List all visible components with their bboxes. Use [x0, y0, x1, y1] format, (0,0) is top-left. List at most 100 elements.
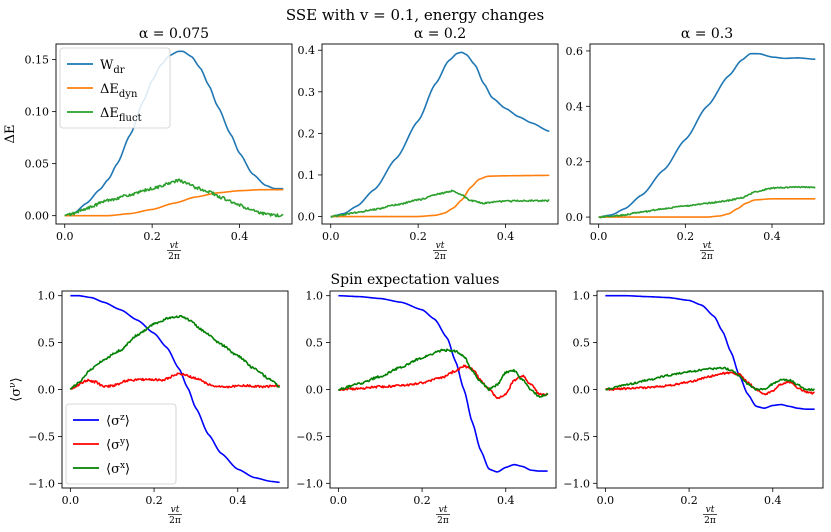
- x-label-denominator: 2π: [169, 516, 181, 526]
- legend-label: ⟨σy⟩: [106, 437, 130, 453]
- x-tick-label: 0.4: [497, 494, 515, 507]
- x-tick-label: 0.2: [409, 230, 427, 243]
- plot-area: [337, 294, 549, 473]
- x-tick-label: 0.4: [764, 494, 782, 507]
- y-tick-label: 0.0: [38, 384, 56, 397]
- y-tick-label: 0.0: [566, 211, 584, 224]
- series-line-sz: [605, 294, 815, 411]
- x-tick-label: 0.4: [231, 230, 249, 243]
- y-tick-label: −1.0: [296, 477, 323, 490]
- legend-box: [65, 403, 177, 485]
- y-tick-label: −0.5: [296, 430, 323, 443]
- x-label-denominator: 2π: [437, 516, 449, 526]
- y-tick-label: 0.2: [566, 156, 584, 169]
- y-tick-label: 0.1: [298, 169, 316, 182]
- plot-area: [598, 52, 816, 219]
- y-tick-label: 0.00: [25, 210, 50, 223]
- legend-box: [59, 47, 171, 129]
- y-tick-label: −1.0: [28, 477, 55, 490]
- x-tick-label: 0.0: [590, 230, 608, 243]
- x-label-denominator: 2π: [168, 252, 180, 262]
- x-label-denominator: 2π: [701, 252, 713, 262]
- y-tick-label: 0.0: [298, 211, 316, 224]
- series-line-W_dr: [330, 51, 550, 218]
- panel-title: α = 0.075: [139, 26, 209, 42]
- panel-title: α = 0.3: [681, 26, 733, 42]
- y-tick-label: 0.5: [306, 337, 324, 350]
- series-line-W_dr: [598, 52, 816, 218]
- x-tick-label: 0.0: [322, 230, 340, 243]
- series-line-W_dr: [64, 50, 284, 217]
- legend-label: ⟨σx⟩: [106, 461, 130, 477]
- series-line-dE_fluct: [64, 178, 284, 218]
- x-label-numerator: vt: [170, 241, 179, 251]
- x-tick-label: 0.4: [763, 230, 781, 243]
- series-line-dE_dyn: [64, 188, 284, 217]
- x-tick-label: 0.2: [143, 230, 161, 243]
- series-line-dE_dyn: [330, 174, 550, 218]
- series-line-sx: [605, 366, 815, 392]
- axes-frame: [589, 43, 825, 225]
- series-line-sy: [605, 371, 815, 396]
- axes-frame: [55, 43, 293, 225]
- y-tick-label: −0.5: [28, 430, 55, 443]
- y-tick-label: 0.05: [25, 158, 50, 171]
- plot-area: [605, 294, 815, 411]
- series-line-dE_dyn: [598, 198, 816, 218]
- y-tick-label: 0.3: [298, 86, 316, 99]
- y-axis-label: ΔE: [3, 125, 18, 144]
- legend-label: ⟨σz⟩: [106, 413, 130, 429]
- y-tick-label: 0.4: [566, 100, 584, 113]
- x-tick-label: 0.2: [677, 230, 695, 243]
- y-tick-label: −0.5: [563, 430, 590, 443]
- x-label-denominator: 2π: [434, 252, 446, 262]
- series-line-sz: [70, 294, 280, 484]
- axes-frame: [321, 43, 559, 225]
- y-tick-label: 0.15: [25, 54, 50, 67]
- plot-area: [330, 51, 550, 218]
- series-line-dE_fluct: [598, 185, 816, 219]
- panel-title: α = 0.2: [414, 26, 466, 42]
- x-label-numerator: vt: [171, 505, 180, 515]
- x-label-denominator: 2π: [704, 516, 716, 526]
- y-tick-label: 0.5: [38, 337, 56, 350]
- x-tick-label: 0.2: [413, 494, 431, 507]
- y-tick-label: −1.0: [563, 477, 590, 490]
- x-label-numerator: vt: [706, 505, 715, 515]
- suptitle: SSE with v = 0.1, energy changes: [286, 6, 544, 24]
- y-tick-label: 0.0: [573, 384, 591, 397]
- y-tick-label: 1.0: [306, 290, 324, 303]
- y-tick-label: 0.10: [25, 106, 50, 119]
- x-tick-label: 0.4: [229, 494, 247, 507]
- y-tick-label: 0.5: [573, 337, 591, 350]
- series-line-sx: [69, 314, 281, 390]
- panel-4: 0.0 0.2 0.4−1.0−0.50.00.51.0vt2π⟨σν⟩⟨σz⟩⟨σ…: [8, 290, 289, 526]
- x-label-numerator: vt: [703, 241, 712, 251]
- x-tick-label: 0.0: [62, 494, 80, 507]
- y-tick-label: 1.0: [38, 290, 56, 303]
- series-line-sx: [337, 348, 549, 398]
- x-tick-label: 0.0: [330, 494, 348, 507]
- series-line-dE_fluct: [330, 189, 550, 218]
- y-tick-label: 0.0: [306, 384, 324, 397]
- series-line-sz: [338, 294, 548, 473]
- x-tick-label: 0.0: [56, 230, 74, 243]
- y-tick-label: 1.0: [573, 290, 591, 303]
- plot-area: [69, 294, 281, 484]
- series-line-sy: [337, 364, 549, 400]
- y-tick-label: 0.6: [566, 45, 584, 58]
- y-axis-label: ⟨σν⟩: [8, 377, 24, 402]
